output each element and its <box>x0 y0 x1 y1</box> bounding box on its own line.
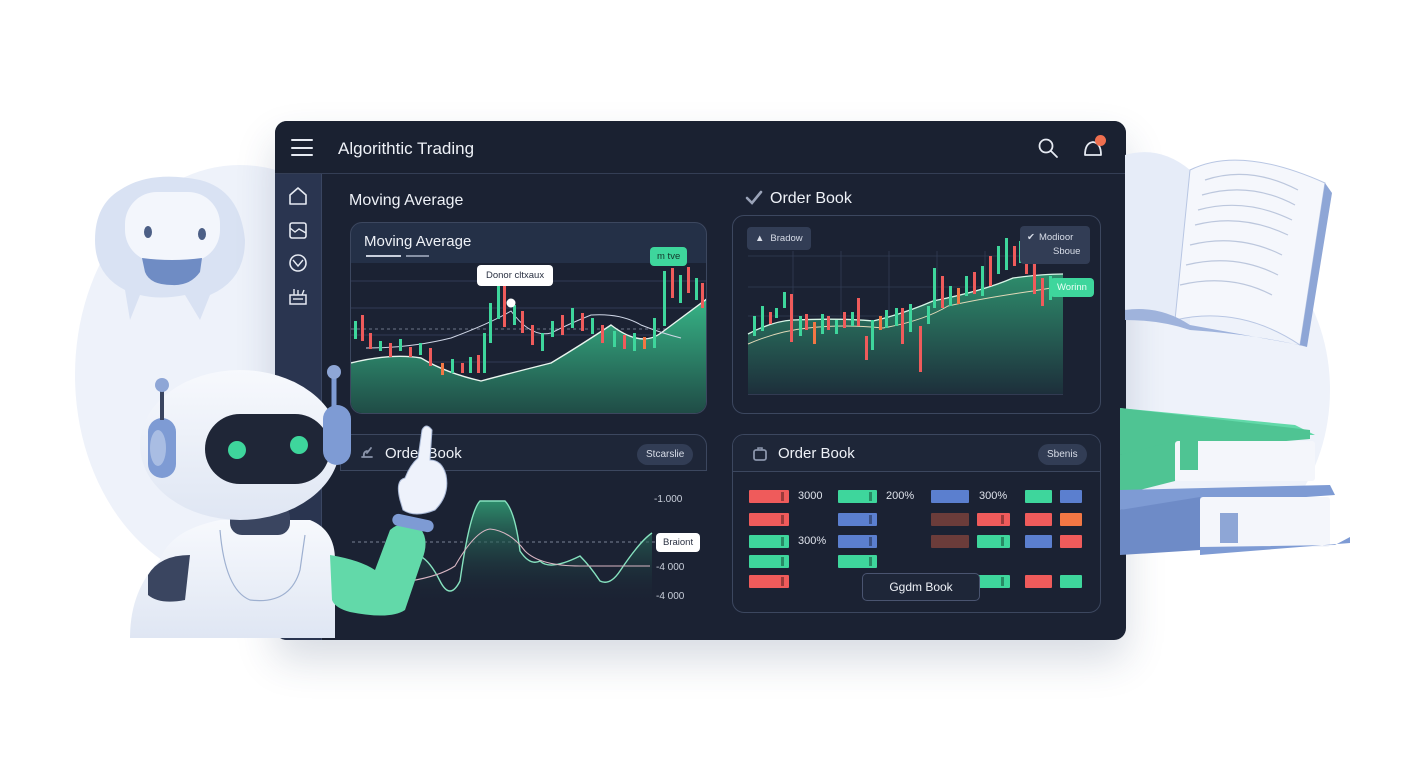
moving-average-card: Moving Average <box>350 222 707 414</box>
y-axis-label-4: -4 000 <box>656 591 685 602</box>
title-bar: Algorithtic Trading <box>275 121 1126 174</box>
ob-bar <box>1060 575 1082 588</box>
ob-bar <box>977 535 1010 548</box>
moving-average-badge[interactable]: m tve <box>650 247 688 266</box>
underline-tab-2 <box>406 255 429 257</box>
ob-bar <box>1025 513 1052 526</box>
stcarslie-pill[interactable]: Stcarslie <box>637 444 694 465</box>
ob-bar <box>1025 490 1052 503</box>
checkmark-small-icon: ✔ <box>1027 232 1035 243</box>
bradow-tag[interactable]: ▲ Bradow <box>747 227 811 250</box>
ob-bar <box>977 575 1010 588</box>
ob-bar <box>1060 490 1082 503</box>
ob-value: 3000 <box>798 490 823 502</box>
ob-value: 200% <box>886 490 915 502</box>
moving-average-tooltip: Donor cltxaux <box>477 265 554 286</box>
bradow-tag-label: Bradow <box>770 233 803 244</box>
ob-bar <box>749 535 789 548</box>
ob-bar <box>749 490 789 503</box>
moving-average-chart <box>351 263 706 413</box>
ob-bar <box>838 555 877 568</box>
ob-bar <box>977 513 1010 526</box>
modioor-label: Modioor <box>1038 232 1074 243</box>
ob-bar <box>1060 513 1082 526</box>
bell-icon[interactable] <box>1080 135 1106 161</box>
moving-average-card-title: Moving Average <box>364 233 472 250</box>
ob-bar <box>931 535 969 548</box>
ob-bar <box>1060 535 1082 548</box>
hamburger-icon[interactable] <box>291 139 313 156</box>
ob-value: 300% <box>798 535 827 547</box>
shield-icon[interactable] <box>287 252 309 274</box>
search-icon[interactable] <box>1036 136 1060 160</box>
worinn-tag[interactable]: Worinn <box>1050 278 1094 297</box>
sboue-label: Sboue <box>1053 246 1081 257</box>
ob-bar <box>838 535 877 548</box>
inbox-icon[interactable] <box>287 219 309 241</box>
scale-icon <box>361 447 373 458</box>
order-book-candle-chart <box>747 238 1064 395</box>
app-title: Algorithtic Trading <box>338 139 475 158</box>
order-book-table-title: Order Book <box>778 445 855 462</box>
ob-bar <box>749 555 789 568</box>
ob-bar <box>1025 535 1052 548</box>
y-axis-label-3: -4 000 <box>656 562 685 573</box>
home-icon[interactable] <box>287 185 309 207</box>
checkmark-icon <box>745 190 763 205</box>
order-book-wave-chart <box>352 500 660 606</box>
y-axis-label-1: -1.000 <box>654 494 683 505</box>
chat-bubble-illustration <box>95 176 245 320</box>
order-book-wave-header: Order Book Stcarslie <box>340 434 707 471</box>
ob-bar <box>838 513 877 526</box>
books-illustration <box>1120 152 1350 555</box>
ob-bar <box>749 575 789 588</box>
ob-bar <box>931 490 969 503</box>
underline-tab-1 <box>366 255 401 257</box>
notification-dot <box>1095 135 1106 146</box>
ob-value: 300% <box>979 490 1008 502</box>
robot-illustration <box>130 365 448 638</box>
ggdm-book-button[interactable]: Ggdm Book <box>862 573 980 601</box>
ob-bar <box>931 513 969 526</box>
order-book-chart-card: ▲ Bradow ✔ Modioor Sboue Worinn <box>732 215 1101 414</box>
toolbox-icon[interactable] <box>287 285 309 307</box>
braiont-tooltip: Braiont <box>656 533 701 552</box>
section-title-moving-average: Moving Average <box>349 192 464 209</box>
ob-bar <box>749 513 789 526</box>
section-title-order-book: Order Book <box>770 190 852 207</box>
modioor-tag[interactable]: ✔ Modioor Sboue <box>1020 226 1090 264</box>
ob-bar <box>1025 575 1052 588</box>
sbenis-pill[interactable]: Sbenis <box>1038 444 1087 465</box>
briefcase-icon <box>753 447 767 461</box>
ob-bar <box>838 490 877 503</box>
warning-icon: ▲ <box>755 233 765 244</box>
